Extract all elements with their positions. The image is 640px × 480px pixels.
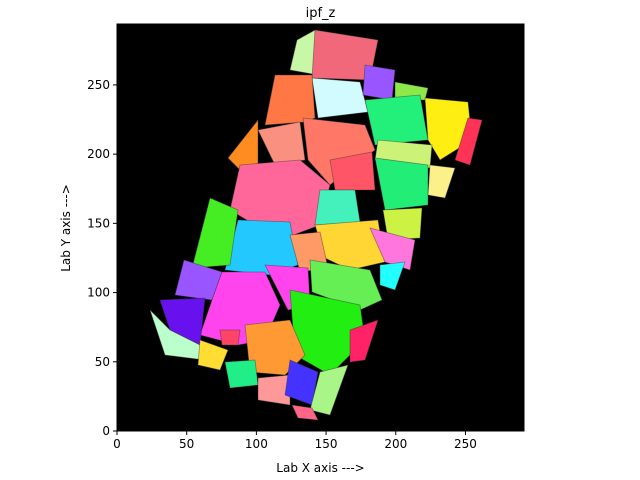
axes-frame (116, 23, 525, 432)
y-tick-label: 250 (87, 78, 110, 92)
grain (329, 151, 376, 191)
grain (427, 164, 456, 199)
grain (309, 259, 383, 311)
grain (362, 64, 396, 101)
grain (257, 374, 291, 406)
x-tick-label: 250 (454, 437, 477, 451)
x-tick-label: 0 (113, 437, 121, 451)
grain (369, 227, 416, 271)
grain (291, 404, 319, 421)
grain (379, 261, 406, 291)
x-tick-label: 200 (384, 437, 407, 451)
y-tick-label: 0 (102, 424, 110, 438)
x-tick-label: 50 (179, 437, 194, 451)
grain (311, 77, 369, 119)
x-tick-label: 100 (245, 437, 268, 451)
grain (314, 189, 361, 226)
grain (191, 197, 239, 269)
grain-map (149, 29, 483, 421)
chart-title: ipf_z (306, 6, 336, 21)
x-axis-label: Lab X axis ---> (276, 461, 364, 475)
y-tick-label: 150 (87, 216, 110, 230)
y-tick-label: 100 (87, 286, 110, 300)
grain (374, 157, 429, 211)
y-axis-label: Lab Y axis ---> (59, 184, 73, 272)
grain (309, 364, 349, 416)
grain (349, 319, 379, 363)
grain (219, 329, 241, 346)
grain (197, 339, 229, 371)
grain (382, 207, 423, 241)
grain (224, 359, 259, 389)
grain (454, 117, 483, 166)
grain (364, 94, 429, 146)
y-tick-label: 200 (87, 147, 110, 161)
grain (257, 121, 306, 166)
y-tick-label: 50 (95, 355, 110, 369)
x-tick-label: 150 (315, 437, 338, 451)
